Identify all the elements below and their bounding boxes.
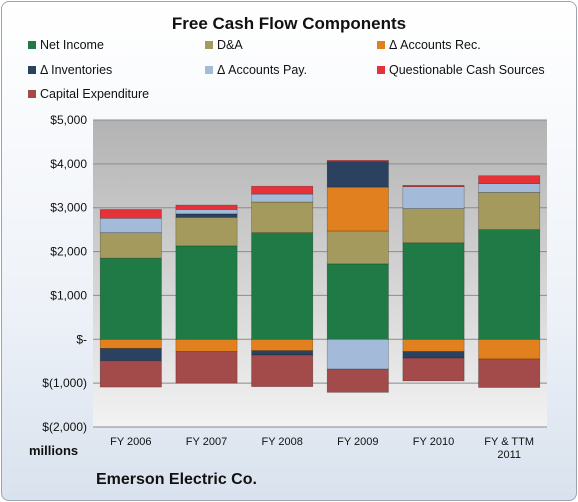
bar-segment [402, 242, 465, 340]
legend-item: Δ Inventories [28, 63, 112, 77]
bar-segment [251, 193, 314, 203]
bar-segment [99, 338, 162, 349]
y-tick-label: $1,000 [50, 288, 87, 302]
legend-label: Questionable Cash Sources [389, 63, 545, 77]
bar-segment [251, 354, 314, 387]
bar-segment [478, 358, 541, 388]
legend-item: Net Income [28, 38, 104, 52]
y-tick-label: $4,000 [50, 157, 87, 171]
units-label: millions [29, 443, 79, 458]
legend-swatch [377, 65, 385, 74]
bar-segment [326, 230, 389, 265]
bar-segment [251, 185, 314, 195]
bar-segment [99, 232, 162, 259]
legend-swatch [205, 65, 213, 74]
bar-segment [251, 201, 314, 234]
bar-segment [175, 217, 238, 247]
bar-segment [175, 245, 238, 340]
y-tick-label: $(2,000) [42, 420, 87, 434]
bar-segment [175, 204, 238, 210]
bar-segment [326, 368, 389, 393]
plot-area [93, 120, 547, 427]
legend-item: Δ Accounts Pay. [205, 63, 307, 77]
chart-legend: Net Income D&A Δ Accounts Rec. Δ Inventorie… [0, 0, 578, 110]
bar-segment [478, 229, 541, 340]
legend-label: D&A [217, 38, 243, 52]
y-tick-label: $3,000 [50, 201, 87, 215]
legend-item: Capital Expenditure [28, 87, 149, 101]
bar-segment [402, 186, 465, 209]
legend-swatch [377, 40, 385, 49]
bar-segment [175, 209, 238, 215]
y-tick-label: $(1,000) [42, 376, 87, 390]
bar-segment [478, 183, 541, 193]
legend-swatch [28, 89, 36, 98]
x-tick-label: FY 2008 [261, 436, 302, 448]
bar-segment [175, 213, 238, 218]
x-tick-label: FY 2010 [413, 436, 454, 448]
legend-label: Δ Accounts Pay. [217, 63, 308, 77]
bar-segment [175, 351, 238, 384]
bar-segment [99, 209, 162, 219]
legend-label: Δ Inventories [40, 63, 113, 77]
bar-segment [478, 338, 541, 360]
y-tick-label: $- [76, 332, 87, 346]
bar-segment [402, 351, 465, 359]
x-tick-label: FY 2006 [110, 436, 151, 448]
company-label: Emerson Electric Co. [96, 471, 257, 488]
legend-label: Δ Accounts Rec. [389, 38, 481, 52]
legend-label: Net Income [40, 38, 104, 52]
x-tick-label: FY 2007 [186, 436, 227, 448]
y-tick-label: $5,000 [50, 113, 87, 127]
bar-segment [251, 232, 314, 340]
y-tick-label: $2,000 [50, 245, 87, 259]
bar-segment [99, 360, 162, 388]
bar-segment [478, 192, 541, 230]
bar-segment [402, 185, 465, 187]
legend-item: Δ Accounts Rec. [377, 38, 481, 52]
legend-swatch [28, 40, 36, 49]
legend-item: Questionable Cash Sources [377, 63, 545, 77]
bar-segment [478, 175, 541, 184]
legend-swatch [205, 40, 213, 49]
bar-segment [326, 186, 389, 232]
chart-title: Free Cash Flow Components [171, 14, 407, 33]
legend-item: D&A [205, 38, 243, 52]
bar-segment [326, 263, 389, 340]
x-tick-label: 2011 [497, 449, 521, 461]
legend-swatch [28, 65, 36, 74]
bar-segment [99, 348, 162, 362]
bar-segment [326, 160, 389, 162]
bar-segment [402, 357, 465, 382]
bar-segment [326, 161, 389, 188]
legend-label: Capital Expenditure [40, 87, 150, 101]
bar-segment [175, 338, 238, 352]
bar-segment [402, 338, 465, 352]
bar-segment [99, 257, 162, 340]
bar-segment [99, 217, 162, 234]
x-tick-label: FY 2009 [337, 436, 378, 448]
bar-segment [402, 208, 465, 244]
bar-segment [326, 338, 389, 370]
x-tick-label: FY & TTM [484, 436, 534, 448]
bar-segment [251, 350, 314, 356]
bar-segment [251, 338, 314, 351]
